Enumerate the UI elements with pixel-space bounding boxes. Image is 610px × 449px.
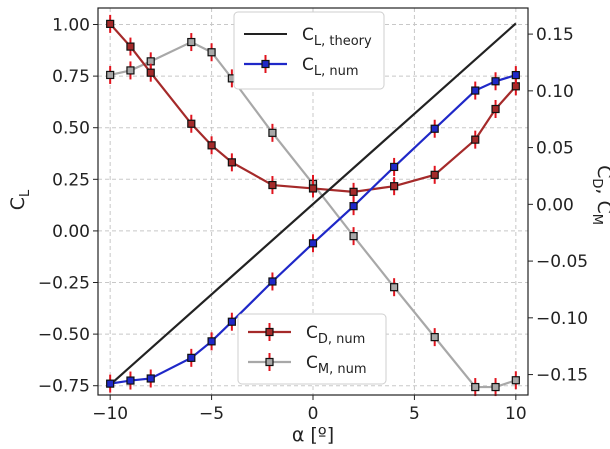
data-point [268, 128, 277, 137]
data-point [126, 376, 135, 385]
ticks-layer: −10 −5 0 5 10 −0.75 −0.50 −0.25 0.00 0.25 0.50 0.75… [38, 16, 588, 424]
data-point [390, 162, 399, 172]
y-left-tick-label: 1.00 [52, 16, 90, 36]
data-point [308, 184, 318, 193]
data-point [430, 170, 439, 179]
data-point [471, 382, 480, 392]
y-right-tick-label: −0.10 [536, 309, 588, 329]
data-point [308, 239, 318, 248]
data-point [126, 42, 135, 51]
data-point [511, 376, 520, 385]
data-point [491, 104, 500, 114]
data-point [126, 66, 135, 75]
x-tick-label: −5 [199, 404, 224, 424]
legend-top: CL, theory CL, num [233, 11, 385, 90]
legend-label-cm-num: CM, num [306, 353, 367, 377]
series-line [109, 40, 517, 389]
series-layer [106, 14, 520, 397]
y-left-label-main: C [7, 197, 29, 210]
data-point [207, 337, 216, 346]
legend-bottom: CD, num CM, num [237, 313, 387, 385]
data-point [187, 37, 196, 47]
series-l-theory [109, 22, 517, 386]
y-right-tick-label: 0.05 [536, 139, 574, 159]
data-point [106, 379, 115, 388]
data-point [207, 48, 216, 57]
legend-label-cl-theory: CL, theory [302, 25, 372, 49]
y-right-tick-label: −0.05 [536, 252, 588, 272]
y-right-tick-label: 0.15 [536, 25, 574, 45]
data-point [349, 232, 358, 241]
y-right-tick-label: 0.10 [536, 82, 574, 102]
legend-point [265, 357, 274, 367]
x-tick-label: −10 [92, 404, 128, 424]
y-left-tick-label: 0.25 [52, 170, 90, 190]
data-point [511, 70, 520, 80]
data-point [349, 202, 358, 211]
y-right-tick-label: 0.00 [536, 195, 574, 215]
data-point [491, 77, 500, 86]
grid [98, 8, 528, 395]
data-point [268, 180, 277, 190]
data-point [187, 353, 196, 362]
data-point [227, 158, 236, 167]
series-l-num [106, 66, 520, 393]
y-left-tick-label: −0.75 [38, 377, 90, 397]
series-line [110, 74, 517, 385]
data-point [268, 277, 277, 286]
data-point [106, 70, 115, 80]
legend-swatch-cd-num [248, 323, 291, 341]
y-left-tick-label: −0.50 [38, 325, 90, 345]
legend-point [261, 59, 270, 69]
y-right-label-sub2: M [589, 214, 604, 225]
y-right-label-main: C [593, 165, 610, 178]
legend-swatch-cm-num [248, 353, 291, 371]
data-point [146, 68, 155, 77]
data-point [106, 19, 115, 28]
data-point [227, 317, 236, 326]
x-axis-label: α [º] [292, 424, 334, 446]
data-point [207, 141, 216, 150]
y-left-label-sub: L [18, 189, 33, 197]
legend-label-cd-num: CD, num [306, 323, 365, 347]
legend-swatch-cl-num [244, 55, 287, 73]
data-point [390, 182, 399, 191]
x-tick-label: 0 [308, 404, 319, 424]
data-point [471, 135, 480, 144]
y-left-tick-label: 0.50 [52, 119, 90, 139]
series-line [109, 23, 517, 193]
y-left-tick-label: 0.75 [52, 67, 90, 87]
data-point [491, 382, 500, 392]
x-tick-label: 5 [409, 404, 420, 424]
y-axis-label-left: CL [7, 189, 33, 210]
legend-point [265, 327, 274, 337]
data-point [146, 374, 155, 383]
y-axis-label-right: CD, CM [589, 165, 610, 225]
y-right-label-sub: D [589, 178, 604, 188]
data-point [349, 187, 358, 196]
data-point [430, 124, 439, 133]
x-tick-label: 10 [505, 404, 527, 424]
series-line [109, 22, 517, 386]
y-left-tick-label: −0.25 [38, 274, 90, 294]
legend-label-cl-num: CL, num [302, 55, 359, 79]
y-right-tick-label: −0.15 [536, 366, 588, 386]
series-m-num [106, 33, 520, 397]
y-left-tick-label: 0.00 [52, 222, 90, 242]
data-point [471, 86, 480, 95]
y-right-label-main2: C [593, 200, 610, 213]
data-point [430, 333, 439, 342]
data-point [187, 119, 196, 128]
data-point [390, 283, 399, 292]
